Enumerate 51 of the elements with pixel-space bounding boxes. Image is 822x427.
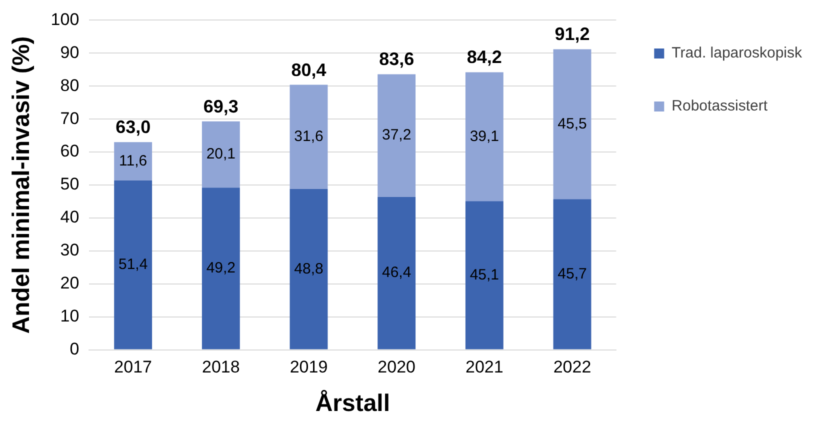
x-tick-label: 2022 bbox=[553, 358, 592, 377]
y-tick-label: 30 bbox=[60, 240, 80, 260]
bar bbox=[553, 199, 592, 350]
data-label: 39,1 bbox=[470, 128, 500, 145]
data-label: 51,4 bbox=[118, 256, 148, 273]
bar bbox=[378, 196, 416, 350]
y-axis-title: Andel minimal-invasiv (%) bbox=[8, 36, 36, 334]
bar bbox=[290, 84, 328, 189]
y-tick-label: 40 bbox=[60, 208, 80, 227]
x-tick-label: 2018 bbox=[202, 358, 240, 377]
total-label: 83,6 bbox=[379, 49, 414, 70]
y-tick-label: 50 bbox=[60, 174, 80, 194]
legend-label: Trad. laparoskopisk bbox=[672, 44, 802, 62]
bar bbox=[202, 188, 240, 350]
bar bbox=[202, 121, 240, 188]
bar bbox=[290, 188, 328, 350]
bar bbox=[553, 49, 592, 200]
data-label: 31,6 bbox=[294, 128, 324, 146]
y-tick-label: 20 bbox=[60, 274, 80, 293]
data-label: 46,4 bbox=[382, 264, 412, 282]
bar bbox=[114, 142, 152, 180]
bar bbox=[465, 201, 504, 350]
x-tick-label: 2019 bbox=[290, 358, 328, 377]
total-label: 80,4 bbox=[291, 60, 326, 80]
data-label: 11,6 bbox=[119, 152, 148, 170]
bar bbox=[465, 72, 504, 202]
data-label: 49,2 bbox=[206, 260, 236, 277]
y-tick-label: 90 bbox=[60, 42, 80, 62]
data-label: 48,8 bbox=[294, 260, 324, 278]
data-label: 45,1 bbox=[470, 266, 500, 284]
x-tick-label: 2021 bbox=[466, 358, 504, 377]
y-tick-label: 100 bbox=[50, 10, 80, 29]
total-label: 63,0 bbox=[116, 117, 151, 138]
data-label: 20,1 bbox=[206, 146, 236, 163]
total-label: 84,2 bbox=[466, 47, 502, 68]
y-tick-label: 0 bbox=[70, 339, 80, 358]
y-tick-label: 10 bbox=[60, 306, 80, 326]
data-label: 37,2 bbox=[382, 126, 412, 144]
x-axis-title: Årstall bbox=[315, 389, 390, 418]
bar bbox=[378, 74, 416, 197]
y-tick-label: 60 bbox=[60, 142, 80, 161]
x-tick-label: 2017 bbox=[114, 358, 152, 377]
y-tick-label: 70 bbox=[60, 108, 80, 128]
legend-label: Robotassistert bbox=[672, 98, 768, 115]
total-label: 91,2 bbox=[554, 24, 590, 44]
bar bbox=[114, 180, 152, 350]
x-tick-label: 2020 bbox=[378, 358, 416, 377]
total-label: 69,3 bbox=[203, 96, 238, 116]
data-label: 45,7 bbox=[558, 265, 587, 282]
data-label: 45,5 bbox=[558, 115, 587, 132]
y-tick-label: 80 bbox=[60, 76, 80, 95]
